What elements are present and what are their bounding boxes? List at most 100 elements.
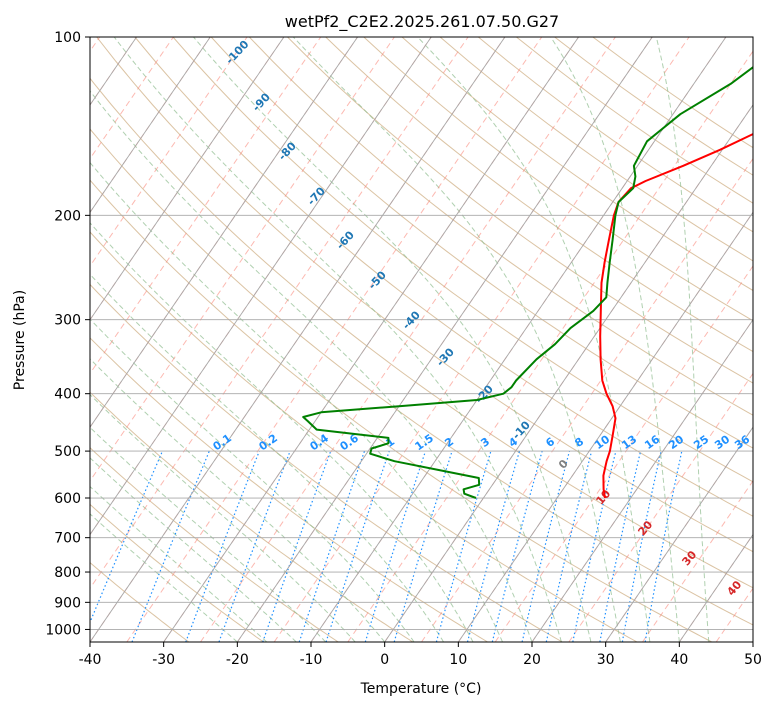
isotherm-dashed [0, 37, 63, 642]
moist-adiabat [90, 161, 503, 642]
moist-adiabat [90, 318, 415, 642]
mixing-ratio-label-text: 16 [642, 432, 662, 452]
y-tick-label: 200 [54, 208, 81, 224]
x-tick-label: 10 [449, 652, 467, 668]
isotherm-label-text: -50 [366, 268, 389, 292]
isotherm-grid [531, 318, 753, 642]
dry-adiabat [516, 37, 753, 204]
mixing-ratio-line [325, 450, 390, 642]
isotherm-label-text: -90 [250, 90, 273, 114]
x-tick-label: 20 [523, 652, 541, 668]
isotherm-label: 0 [556, 457, 571, 472]
isotherm-dashed [126, 37, 543, 642]
mixing-ratio-label: 8 [572, 435, 586, 450]
y-axis: 100 200 300 400 500 600 700 800 900 1000 [45, 30, 90, 638]
y-tick-label: 500 [54, 444, 81, 460]
x-axis: -40 -30 -20 -10 0 10 20 30 40 50 [79, 642, 762, 668]
temperature-profile [599, 132, 753, 499]
isotherm-grid [310, 37, 727, 642]
isotherm-grid [457, 211, 753, 642]
x-tick-label: 0 [380, 652, 389, 668]
mixing-ratio-line [185, 450, 260, 642]
dry-adiabat [90, 128, 753, 626]
mixing-ratio-line [298, 450, 366, 642]
isotherm-grid [90, 37, 506, 642]
isotherm-dashed [90, 37, 469, 590]
y-axis-title: Pressure (hPa) [12, 290, 28, 390]
dry-adiabat [90, 447, 339, 642]
moist-adiabat [90, 273, 445, 642]
x-tick-label: -10 [300, 652, 323, 668]
isotherm-dashed [90, 37, 358, 429]
isotherm-dashed [678, 533, 753, 642]
mixing-ratio-line [435, 450, 492, 642]
background-lines [0, 37, 753, 642]
dry-adiabat [439, 37, 753, 262]
moist-adiabat [90, 513, 238, 642]
isotherm-dashed [494, 265, 753, 642]
isotherm-grid [752, 641, 753, 642]
isotherm-dashed [347, 50, 753, 642]
isotherm-grid [605, 426, 753, 642]
dry-adiabat [90, 283, 563, 642]
moist-adiabat-label-text: 40 [724, 578, 744, 598]
dry-adiabat [90, 337, 488, 642]
isotherm-label: -80 [276, 139, 299, 163]
mixing-ratio-label-text: 0.1 [211, 431, 234, 453]
isotherm-grid [0, 37, 63, 642]
dry-adiabat [210, 37, 753, 449]
isotherm-dashed [90, 37, 211, 214]
isotherm-grid [90, 37, 285, 321]
isotherm-grid [90, 37, 358, 428]
dry-adiabat [172, 37, 753, 483]
mixing-ratio-label: 0.4 [308, 431, 332, 453]
isotherm-dashed [90, 37, 248, 267]
dry-adiabat [90, 179, 712, 642]
y-tick-label: 1000 [45, 622, 81, 638]
isotherm-label-text: -40 [400, 308, 423, 332]
y-tick-label: 600 [54, 491, 81, 507]
y-tick-label: 400 [54, 387, 81, 403]
moist-adiabat-label-text: 30 [679, 548, 699, 568]
moist-adiabat [90, 426, 327, 642]
isotherm-label: -50 [366, 268, 389, 292]
moist-adiabat-label: 30 [679, 548, 699, 568]
mixing-ratio-label: 36 [732, 432, 752, 452]
chart-title: wetPf2_C2E2.2025.261.07.50.G27 [285, 12, 559, 32]
isotherm-label: -70 [305, 184, 328, 208]
dry-adiabat [134, 37, 753, 517]
mixing-ratio-label: 3 [478, 435, 492, 450]
isotherm-label: -30 [434, 345, 457, 369]
isotherm-dashed [715, 587, 753, 642]
mixing-ratio-label: 16 [642, 432, 662, 452]
mixing-ratio-label: 0.2 [257, 431, 280, 453]
isotherm-dashed [531, 318, 753, 642]
isotherm-dashed [90, 37, 285, 321]
dry-adiabat [90, 231, 638, 642]
isotherm-label: -40 [400, 308, 423, 332]
dry-adiabat [401, 37, 753, 292]
x-tick-label: -30 [152, 652, 175, 668]
mixing-ratio-line [621, 450, 662, 642]
moist-adiabat [90, 457, 297, 642]
isotherm-label: -100 [223, 38, 252, 67]
mixing-ratio-label-text: 0.4 [308, 431, 332, 453]
x-axis-title: Temperature (°C) [360, 681, 482, 697]
x-tick-label: 50 [744, 652, 762, 668]
isotherm-dashed [752, 641, 753, 642]
isotherm-label: -60 [334, 228, 357, 252]
dry-adiabat [90, 503, 264, 642]
isotherm-dashed [200, 37, 616, 642]
mixing-ratio-line [131, 450, 210, 642]
x-tick-label: -40 [79, 652, 102, 668]
mixing-ratio-label-text: 36 [732, 432, 752, 452]
mixing-ratio-line [545, 450, 593, 642]
moist-adiabat [550, 37, 680, 642]
mixing-ratio-label-text: 20 [666, 432, 686, 452]
isotherm-dashed [90, 37, 322, 375]
isotherm-label-text: -70 [305, 184, 328, 208]
mixing-ratio-line [393, 450, 453, 642]
x-tick-label: 30 [597, 652, 615, 668]
moist-adiabat [417, 37, 651, 642]
mixing-ratio-line [466, 450, 521, 642]
